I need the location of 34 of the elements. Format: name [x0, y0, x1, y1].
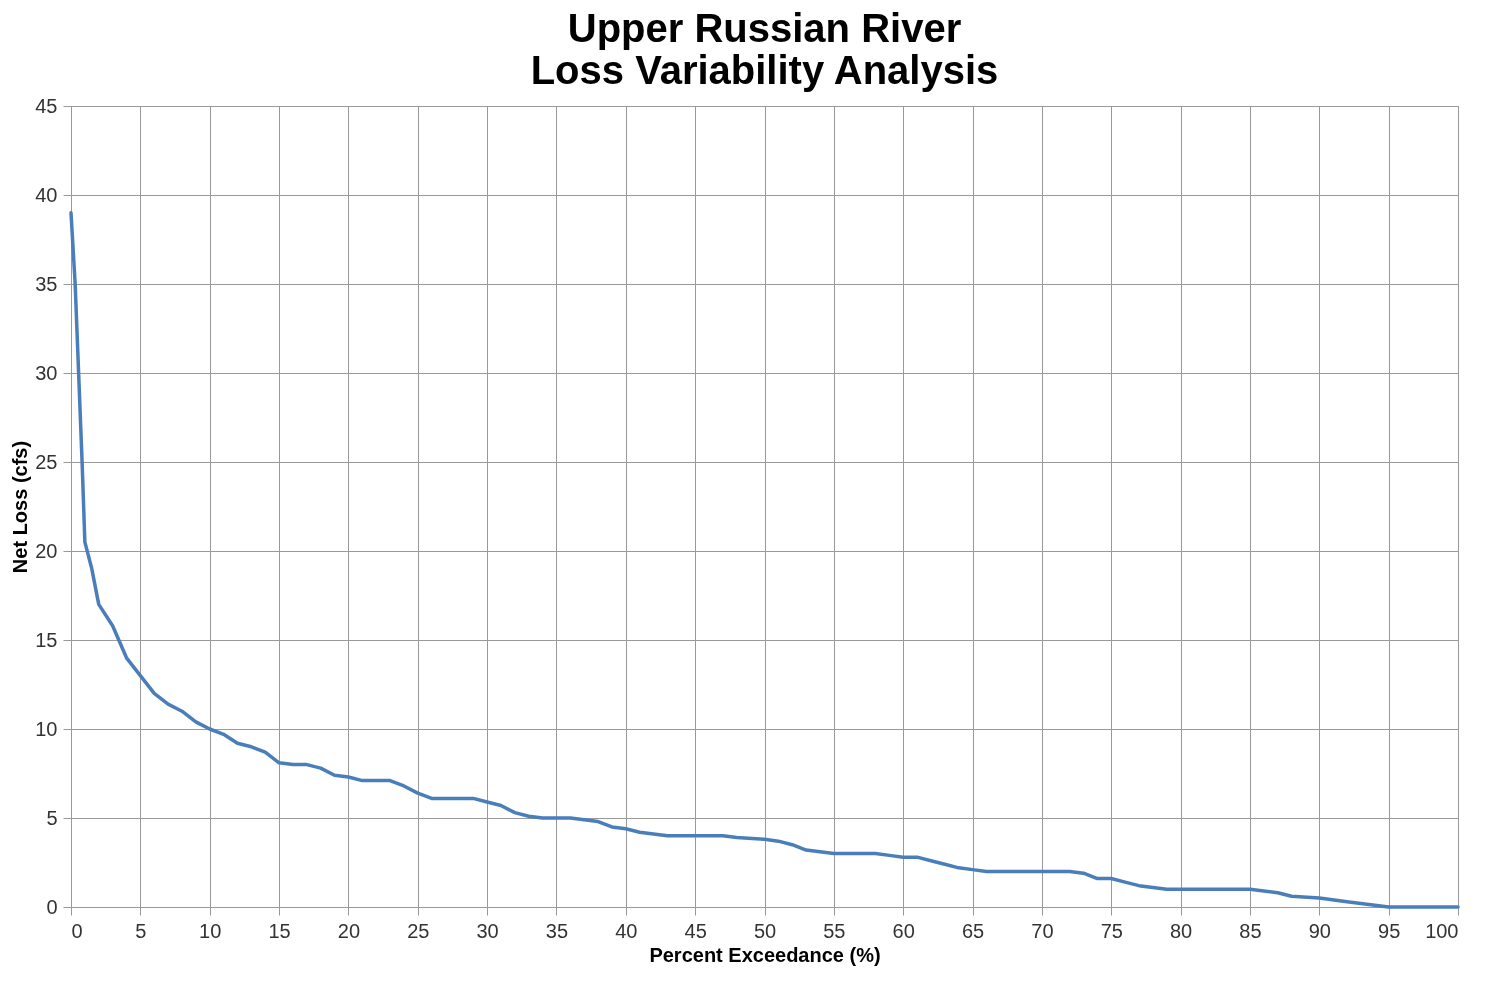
- x-tick-label: 100: [1425, 919, 1459, 942]
- x-tick-label: 5: [135, 919, 147, 942]
- x-tick-label: 60: [892, 919, 915, 942]
- x-tick-label: 25: [407, 919, 430, 942]
- x-tick-label: 85: [1239, 919, 1262, 942]
- y-tick-label: 5: [46, 806, 58, 829]
- x-tick-label: 0: [71, 919, 83, 942]
- y-tick-label: 35: [35, 272, 58, 295]
- y-axis-title: Net Loss (cfs): [9, 440, 32, 574]
- x-tick-label: 40: [615, 919, 638, 942]
- x-tick-label: 20: [337, 919, 361, 942]
- x-axis-title: Percent Exceedance (%): [649, 943, 881, 966]
- x-tick-label: 35: [545, 919, 569, 942]
- x-tick-label: 90: [1308, 919, 1331, 942]
- x-tick-label: 30: [476, 919, 499, 942]
- y-tick-label: 30: [35, 361, 58, 384]
- y-tick-label: 15: [35, 628, 58, 651]
- text: Upper Russian River: [567, 6, 962, 50]
- x-tick-label: 80: [1169, 919, 1193, 942]
- y-tick-label: 40: [35, 183, 58, 206]
- x-tick-label: 65: [961, 919, 985, 942]
- x-tick-label: 55: [823, 919, 846, 942]
- x-tick-label: 10: [199, 919, 222, 942]
- y-tick-label: 0: [46, 895, 58, 918]
- x-tick-label: 95: [1378, 919, 1401, 942]
- x-tick-label: 15: [268, 919, 291, 942]
- x-tick-label: 70: [1031, 919, 1054, 942]
- y-tick-label: 45: [35, 94, 58, 117]
- y-tick-label: 20: [35, 539, 58, 562]
- y-tick-label: 25: [35, 450, 58, 473]
- x-tick-label: 50: [753, 919, 777, 942]
- x-tick-label: 75: [1100, 919, 1123, 942]
- y-tick-label: 10: [35, 717, 58, 740]
- x-tick-label: 45: [684, 919, 707, 942]
